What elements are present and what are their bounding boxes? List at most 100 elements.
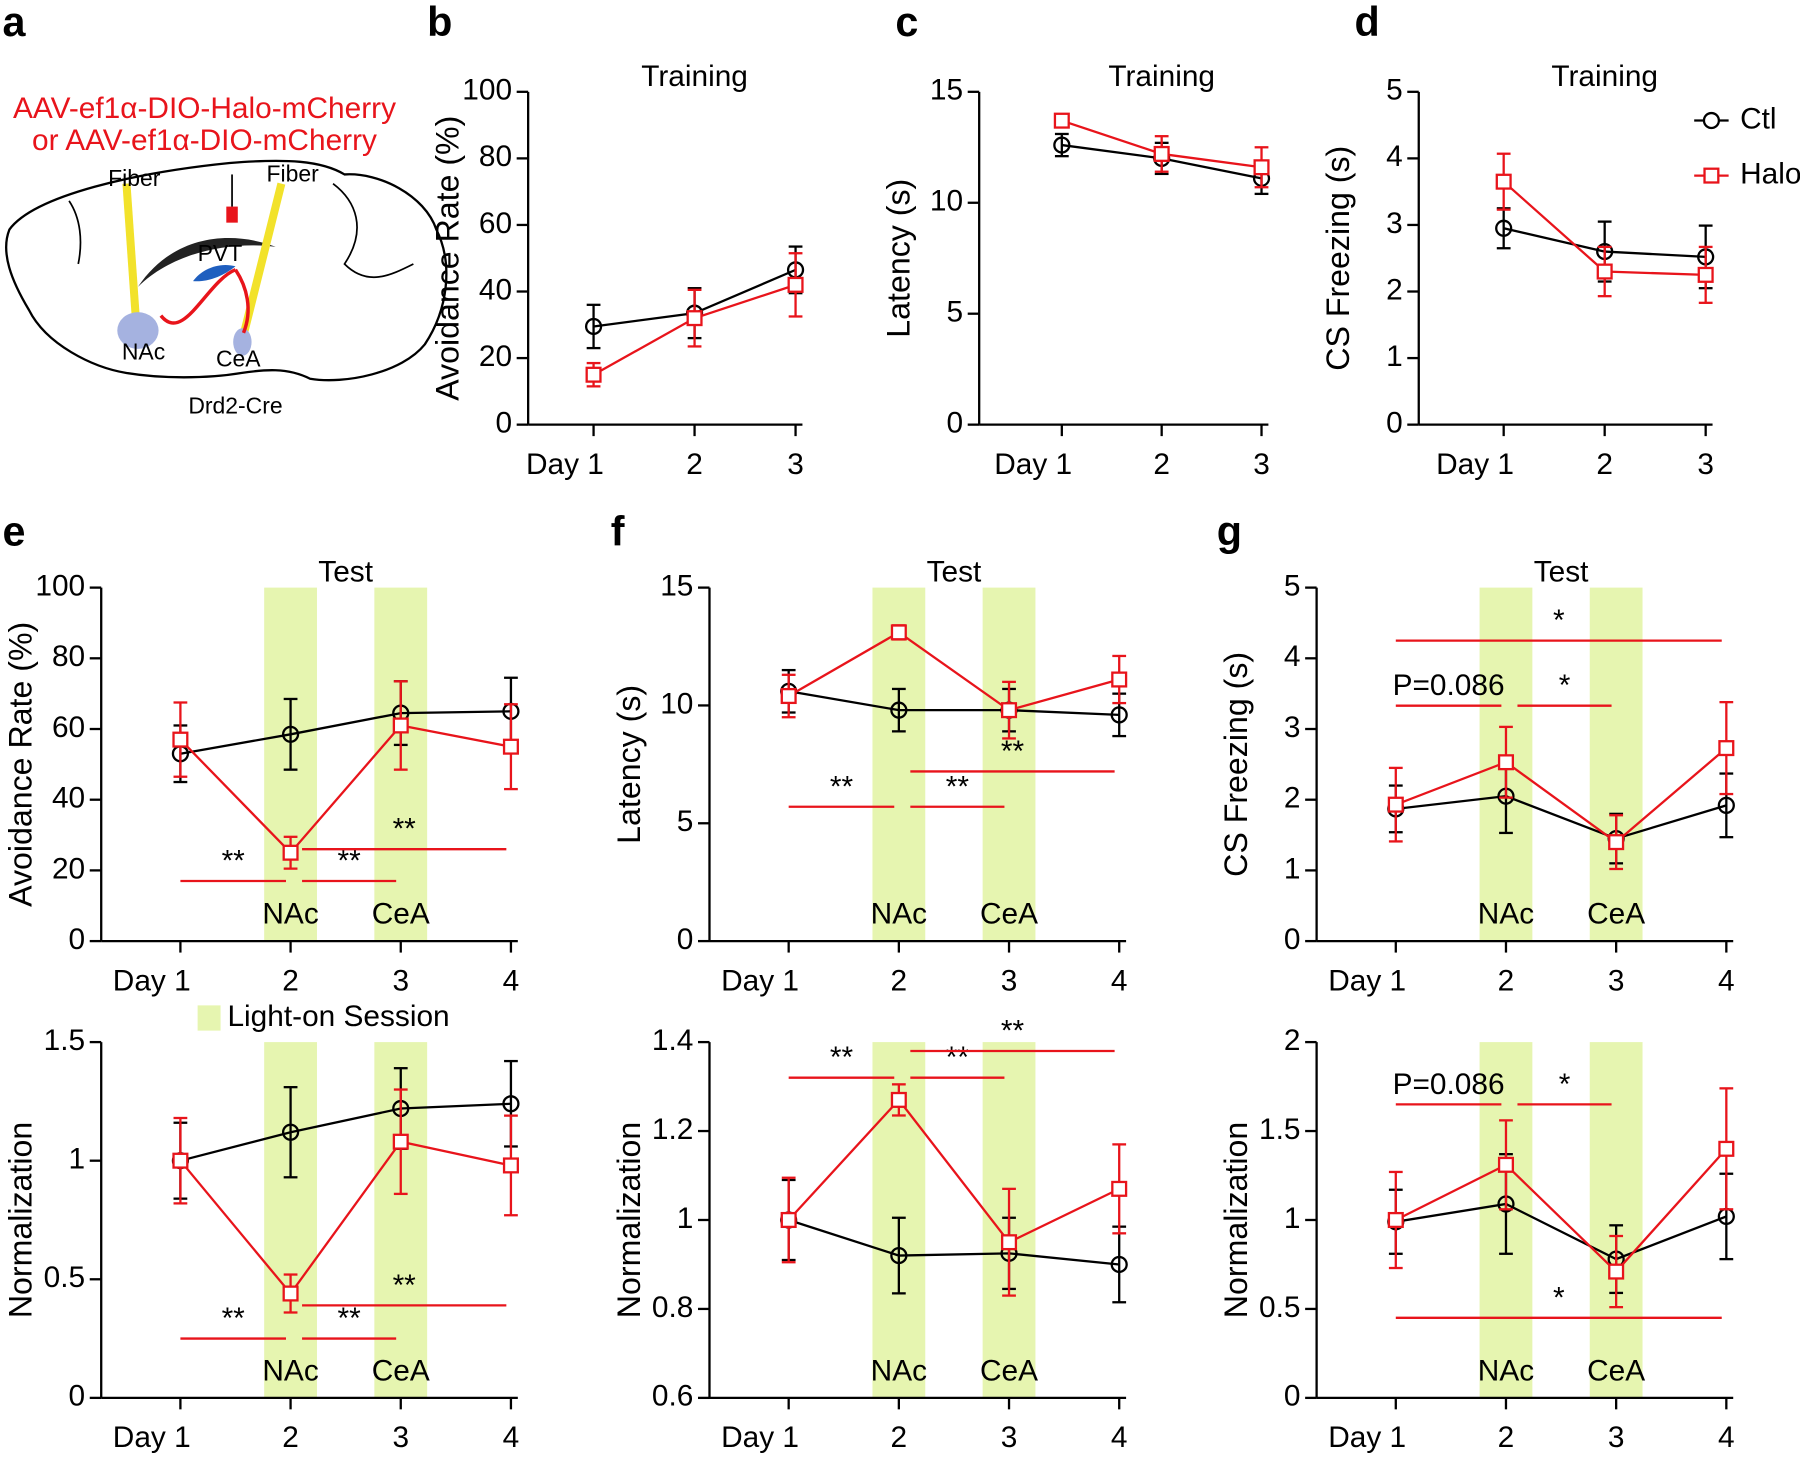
legend-label: Halo	[1740, 157, 1800, 190]
chart: 0 1 2 3 4 5 Day 1 2 3 Ctl Halo Training d CS Freezing…	[1320, 0, 1800, 481]
series-line	[179, 1140, 512, 1296]
marker	[1596, 263, 1613, 280]
y-axis-label: Normalization	[1218, 1122, 1254, 1318]
y-tick-label: 3	[1284, 711, 1301, 744]
y-axis-label: CS Freezing (s)	[1218, 652, 1254, 877]
panel-letter: f	[611, 509, 625, 555]
x-tick-label: 3	[1253, 448, 1270, 481]
marker	[1387, 796, 1404, 813]
legend-label: Ctl	[1740, 102, 1776, 135]
x-tick-label: 2	[891, 1421, 908, 1454]
x-tick-label: Day 1	[1436, 448, 1514, 481]
marker	[1608, 1263, 1625, 1280]
x-tick-label: 4	[1111, 964, 1128, 997]
panel-letter: g	[1217, 509, 1242, 555]
fiber-label: Fiber	[108, 165, 161, 191]
series-line	[788, 631, 1120, 712]
error-bar	[891, 687, 906, 733]
y-tick-label: 0	[677, 923, 694, 956]
x-tick-label: 4	[1111, 1421, 1128, 1454]
y-tick-label: 15	[930, 74, 963, 107]
brain-outline	[5, 159, 448, 382]
chart-title: Training	[1551, 60, 1658, 93]
y-tick-label: 4	[1284, 640, 1301, 673]
y-tick-label: 15	[660, 569, 693, 602]
x-tick-label: 2	[686, 448, 703, 481]
marker	[1717, 796, 1735, 814]
y-tick-label: 5	[677, 805, 694, 838]
x-tick-label: Day 1	[526, 448, 604, 481]
x-tick-label: Day 1	[721, 1421, 799, 1454]
y-tick-label: 20	[52, 852, 85, 885]
marker	[282, 844, 299, 861]
y-tick-label: 80	[52, 640, 85, 673]
marker	[686, 310, 703, 327]
y-tick-label: 1.2	[652, 1113, 693, 1146]
y-axis-label: CS Freezing (s)	[1320, 146, 1356, 371]
marker	[787, 276, 804, 293]
significance-label: P=0.086	[1393, 669, 1505, 702]
significance-label: **	[393, 1269, 417, 1302]
y-tick-label: 0	[947, 407, 964, 440]
y-tick-label: 5	[1386, 74, 1403, 107]
marker	[1000, 702, 1018, 719]
y-tick-label: 1	[1386, 340, 1403, 373]
series-line	[1395, 1148, 1728, 1274]
y-tick-label: 3	[1386, 207, 1403, 240]
x-tick-label: 3	[1001, 964, 1018, 997]
region-label: CeA	[216, 345, 261, 371]
y-tick-label: 100	[35, 569, 85, 602]
x-tick-label: 4	[503, 964, 520, 997]
chart: NAc CeA 0 5 10 15 Day 1 2 3 4 ** ** ** Test f Latency (…	[611, 509, 1128, 997]
marker	[172, 731, 189, 748]
y-tick-label: 20	[479, 340, 512, 373]
light-band	[1589, 1042, 1643, 1398]
chart-title: Test	[1534, 556, 1589, 589]
x-tick-label: 4	[503, 1421, 520, 1454]
marker	[172, 1152, 189, 1169]
band-label: NAc	[871, 898, 927, 931]
legend-marker	[1702, 111, 1721, 130]
projection	[159, 268, 250, 334]
chart: NAc CeA Light-on Session 0 20 40 60 80 100 Day 1 2…	[3, 509, 520, 1033]
virus-label: or AAV-ef1α-DIO-mCherry	[32, 124, 377, 157]
error-bar	[283, 697, 298, 771]
y-tick-label: 40	[52, 782, 85, 815]
marker	[1053, 112, 1070, 129]
y-tick-label: 1	[1284, 1202, 1301, 1235]
y-axis-label: Avoidance Rate (%)	[430, 116, 466, 401]
marker	[1497, 1156, 1515, 1173]
x-tick-label: Day 1	[113, 1421, 191, 1454]
panel-letter: e	[3, 509, 26, 555]
marker	[1153, 145, 1170, 162]
marker	[281, 725, 300, 743]
y-axis-label: Latency (s)	[611, 685, 647, 844]
chart-title: Test	[927, 556, 982, 589]
significance-label: **	[1001, 1015, 1025, 1048]
marker	[585, 366, 602, 383]
light-band	[872, 587, 926, 942]
injection	[226, 206, 238, 223]
legend-label: Light-on Session	[227, 1000, 449, 1033]
marker	[1053, 136, 1071, 154]
y-tick-label: 0	[69, 923, 86, 956]
chart-title: Training	[641, 60, 748, 93]
x-tick-label: 2	[282, 1421, 299, 1454]
significance-label: **	[1001, 735, 1025, 768]
band-label: NAc	[1478, 1355, 1534, 1388]
marker	[1495, 219, 1513, 237]
band-label: NAc	[262, 1355, 318, 1388]
series-line	[1395, 1202, 1727, 1261]
significance-label: **	[946, 770, 970, 803]
y-tick-label: 1	[69, 1143, 86, 1176]
chart: NAc CeA 0 0.5 1 1.5 Day 1 2 3 4 ** ** ** Normalizatio…	[3, 1024, 520, 1454]
x-tick-label: Day 1	[1328, 1421, 1406, 1454]
series-line	[1395, 794, 1727, 840]
y-tick-label: 5	[947, 296, 964, 329]
marker	[890, 1091, 907, 1108]
significance-label: **	[222, 845, 246, 878]
x-tick-label: 3	[1697, 448, 1714, 481]
significance-label: **	[338, 1302, 362, 1335]
band-label: CeA	[980, 1355, 1038, 1388]
marker	[282, 1285, 299, 1302]
